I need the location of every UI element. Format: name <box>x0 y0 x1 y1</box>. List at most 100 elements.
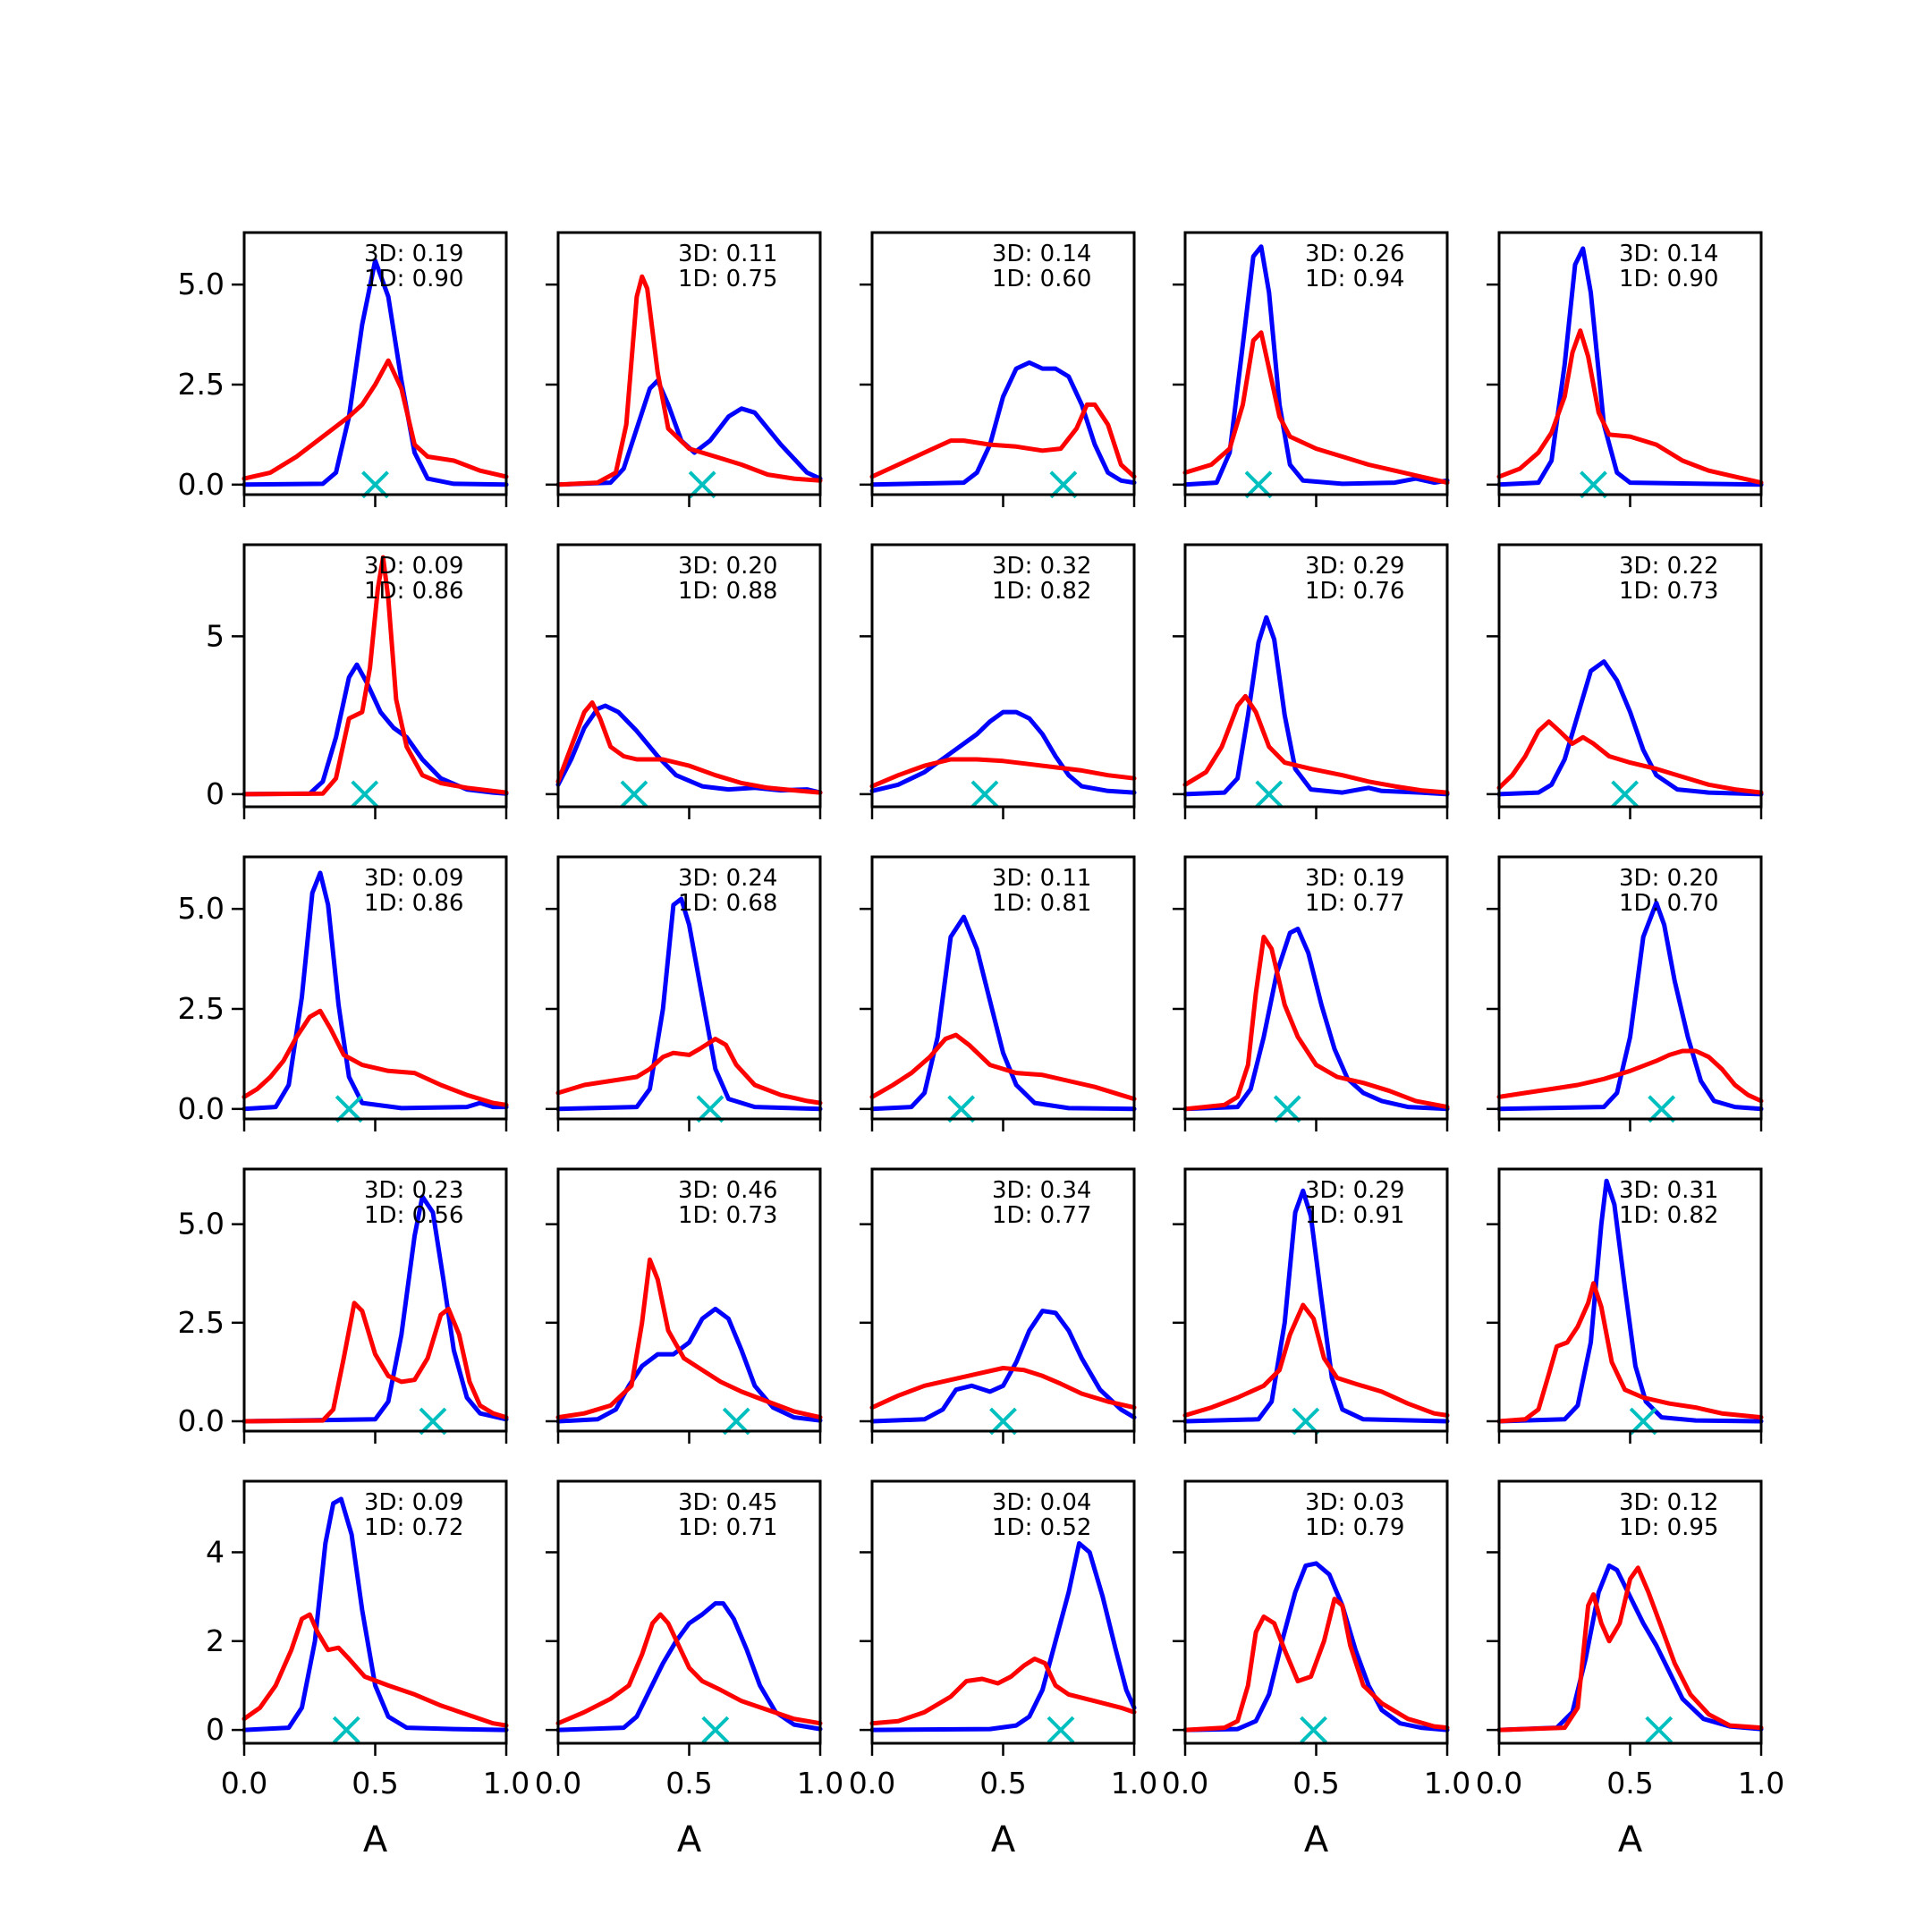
marker-x <box>1292 1407 1320 1436</box>
series-3D-line <box>1496 1563 1764 1733</box>
series-3D-line <box>1182 1561 1450 1733</box>
marker-x <box>1049 470 1078 499</box>
marker-x <box>361 470 389 499</box>
series-1D-line <box>555 1037 823 1106</box>
y-tick-label: 5 <box>206 618 225 653</box>
series-1D-line <box>1182 1597 1450 1733</box>
annotation-3d: 3D: 0.46 <box>678 1177 777 1204</box>
annotation-3d: 3D: 0.11 <box>678 241 777 267</box>
x-axis-label: A <box>1618 1819 1643 1860</box>
marker-stroke <box>696 1095 724 1123</box>
annotation-3d: 3D: 0.20 <box>678 553 777 580</box>
series-3D-line <box>1182 614 1450 797</box>
marker-stroke <box>1629 1407 1657 1436</box>
series-1D-line <box>1496 328 1764 486</box>
x-tick-label: 0.0 <box>1476 1766 1522 1801</box>
marker-x <box>332 1716 360 1744</box>
series-1D-line <box>1496 1281 1764 1424</box>
marker-stroke <box>1648 1095 1676 1123</box>
x-tick-label: 0.5 <box>1606 1766 1653 1801</box>
annotation-1d: 1D: 0.75 <box>678 266 777 292</box>
x-tick-label: 0.5 <box>979 1766 1026 1801</box>
x-tick-label: 0.0 <box>849 1766 895 1801</box>
marker-stroke <box>722 1407 750 1436</box>
annotation-3d: 3D: 0.29 <box>1305 1177 1404 1204</box>
series-3D-line <box>1182 927 1450 1112</box>
series-3D-line <box>1496 659 1764 797</box>
annotation-3d: 3D: 0.23 <box>364 1177 463 1204</box>
annotation-1d: 1D: 0.94 <box>1305 266 1404 292</box>
x-tick-label: 1.0 <box>1424 1766 1470 1801</box>
annotation-1d: 1D: 0.73 <box>1619 578 1718 605</box>
marker-stroke <box>1292 1407 1320 1436</box>
marker-x <box>688 470 716 499</box>
y-tick-label: 5.0 <box>178 267 225 301</box>
series-3D-line <box>869 914 1137 1112</box>
marker-x <box>335 1095 363 1123</box>
series-1D-line <box>869 402 1137 479</box>
annotation-3d: 3D: 0.26 <box>1305 241 1404 267</box>
marker-stroke <box>1580 470 1607 499</box>
series-3D-line <box>555 896 823 1112</box>
series-1D-line <box>1496 719 1764 795</box>
series-3D-line <box>1182 244 1450 487</box>
marker-stroke <box>947 1095 976 1123</box>
series-1D-line <box>1496 1048 1764 1104</box>
annotation-3d: 3D: 0.24 <box>678 865 777 892</box>
series-1D-line <box>242 358 509 481</box>
series-1D-line <box>1182 1302 1450 1418</box>
y-tick-label: 2 <box>206 1623 225 1658</box>
annotation-1d: 1D: 0.60 <box>992 266 1091 292</box>
series-1D-line <box>869 757 1137 789</box>
y-tick-label: 4 <box>206 1534 225 1569</box>
marker-stroke <box>361 470 389 499</box>
marker-stroke <box>419 1407 447 1436</box>
series-3D-line <box>869 1541 1137 1733</box>
y-tick-label: 0.0 <box>178 1403 225 1438</box>
annotation-3d: 3D: 0.09 <box>364 553 463 580</box>
x-axis-label: A <box>677 1819 702 1860</box>
annotation-1d: 1D: 0.82 <box>992 578 1091 605</box>
x-axis-label: A <box>991 1819 1016 1860</box>
marker-stroke <box>1300 1716 1327 1744</box>
x-tick-label: 1.0 <box>797 1766 843 1801</box>
marker-stroke <box>1049 470 1078 499</box>
annotation-3d: 3D: 0.32 <box>992 553 1091 580</box>
marker-x <box>1580 470 1607 499</box>
series-3D-line <box>242 1194 509 1424</box>
marker-stroke <box>332 1716 360 1744</box>
series-1D-line <box>869 1657 1137 1726</box>
series-3D-line <box>555 1306 823 1424</box>
x-tick-label: 0.5 <box>352 1766 398 1801</box>
marker-stroke <box>1244 470 1273 499</box>
x-tick-label: 0.5 <box>1292 1766 1339 1801</box>
marker-x <box>701 1716 730 1744</box>
series-1D-line <box>555 1612 823 1726</box>
marker-stroke <box>970 780 999 809</box>
annotation-3d: 3D: 0.04 <box>992 1489 1091 1516</box>
marker-stroke <box>1046 1716 1075 1744</box>
y-tick-label: 0 <box>206 1712 225 1747</box>
annotation-3d: 3D: 0.20 <box>1619 865 1718 892</box>
y-tick-label: 5.0 <box>178 891 225 926</box>
annotation-3d: 3D: 0.19 <box>364 241 463 267</box>
